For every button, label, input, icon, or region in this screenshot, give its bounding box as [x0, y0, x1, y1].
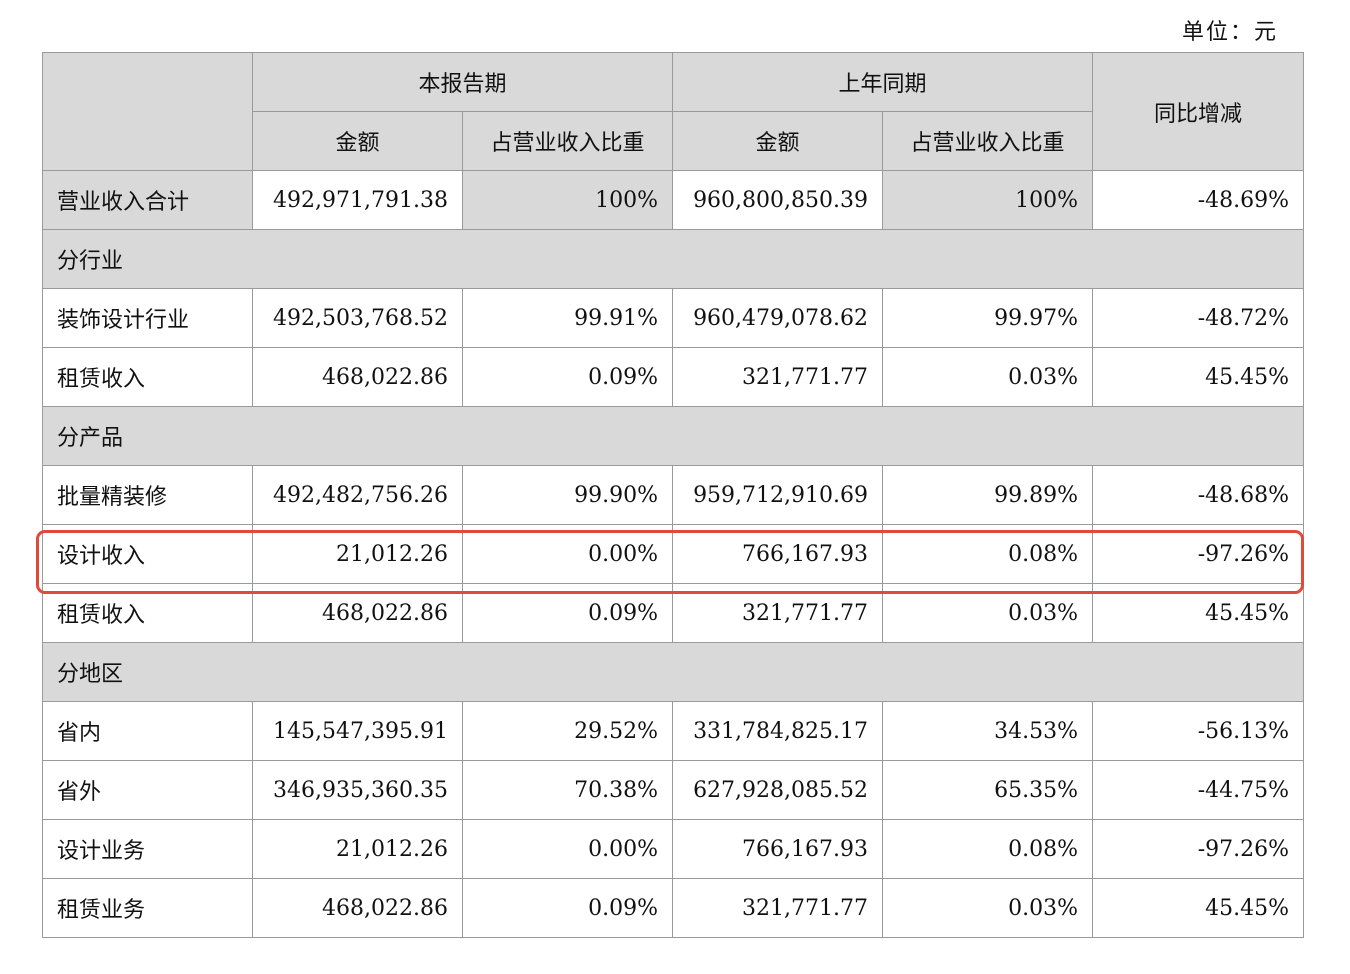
row-label: 设计收入	[42, 524, 253, 584]
section-title: 分行业	[41, 229, 1305, 289]
header-current-share: 占营业收入比重	[461, 111, 674, 171]
total-prev-amount: 960,800,850.39	[672, 170, 884, 230]
header-prior-amount: 金额	[672, 111, 884, 171]
row-yoy: -48.72%	[1092, 288, 1305, 348]
header-current-period: 本报告期	[251, 52, 674, 112]
row-yoy: 45.45%	[1092, 347, 1305, 407]
row-cur-share: 29.52%	[461, 701, 674, 761]
row-cur-amount: 492,503,768.52	[252, 288, 463, 348]
unit-label: 单位：元	[1181, 20, 1278, 45]
row-prev-amount: 331,784,825.17	[672, 701, 884, 761]
row-prev-share: 0.08%	[882, 524, 1094, 584]
total-row: 营业收入合计 492,971,791.38 100% 960,800,850.3…	[42, 170, 1305, 230]
row-prev-share: 34.53%	[882, 701, 1094, 761]
total-prev-share: 100%	[882, 170, 1094, 230]
row-prev-share: 0.03%	[882, 878, 1094, 938]
table-row: 装饰设计行业 492,503,768.52 99.91% 960,479,078…	[42, 288, 1305, 348]
row-prev-amount: 321,771.77	[672, 347, 884, 407]
row-label: 租赁收入	[42, 347, 253, 407]
header-prior-period: 上年同期	[672, 52, 1094, 112]
row-cur-share: 0.09%	[461, 878, 674, 938]
table-row: 设计业务 21,012.26 0.00% 766,167.93 0.08% -9…	[42, 819, 1305, 879]
table-row: 租赁业务 468,022.86 0.09% 321,771.77 0.03% 4…	[42, 878, 1305, 938]
row-prev-amount: 959,712,910.69	[672, 465, 884, 525]
row-prev-share: 0.08%	[882, 819, 1094, 879]
row-yoy: -97.26%	[1092, 819, 1305, 879]
row-prev-amount: 766,167.93	[672, 819, 884, 879]
row-cur-share: 0.09%	[461, 583, 674, 643]
row-label: 租赁收入	[42, 583, 253, 643]
table-row: 批量精装修 492,482,756.26 99.90% 959,712,910.…	[42, 465, 1305, 525]
row-cur-share: 99.91%	[461, 288, 674, 348]
revenue-breakdown-table: 本报告期 上年同期 同比增减 金额 占营业收入比重 金额 占营业收入比重 营业收…	[41, 52, 1305, 938]
row-yoy: 45.45%	[1092, 878, 1305, 938]
row-cur-amount: 346,935,360.35	[252, 760, 463, 820]
row-cur-share: 0.09%	[461, 347, 674, 407]
row-prev-amount: 766,167.93	[672, 524, 884, 584]
row-prev-amount: 321,771.77	[672, 583, 884, 643]
row-yoy: 45.45%	[1092, 583, 1305, 643]
header-prior-share: 占营业收入比重	[882, 111, 1094, 171]
row-prev-share: 0.03%	[882, 347, 1094, 407]
row-prev-share: 65.35%	[882, 760, 1094, 820]
row-cur-amount: 468,022.86	[252, 347, 463, 407]
section-header-row: 分地区	[41, 642, 1305, 702]
row-cur-share: 0.00%	[461, 819, 674, 879]
header-current-amount: 金额	[252, 111, 463, 171]
row-cur-share: 99.90%	[461, 465, 674, 525]
row-prev-share: 0.03%	[882, 583, 1094, 643]
row-yoy: -97.26%	[1092, 524, 1305, 584]
section-title: 分地区	[41, 642, 1305, 702]
row-yoy: -48.68%	[1092, 465, 1305, 525]
section-header-row: 分产品	[41, 406, 1305, 466]
row-prev-amount: 627,928,085.52	[672, 760, 884, 820]
row-prev-amount: 321,771.77	[672, 878, 884, 938]
row-cur-amount: 468,022.86	[252, 878, 463, 938]
row-label: 装饰设计行业	[42, 288, 253, 348]
row-label: 省内	[42, 701, 253, 761]
header-yoy-change: 同比增减	[1092, 52, 1305, 171]
row-cur-amount: 21,012.26	[252, 524, 463, 584]
row-cur-amount: 492,482,756.26	[252, 465, 463, 525]
row-label: 批量精装修	[42, 465, 253, 525]
table-row: 省外 346,935,360.35 70.38% 627,928,085.52 …	[42, 760, 1305, 820]
total-cur-amount: 492,971,791.38	[252, 170, 463, 230]
table-row-highlighted: 设计收入 21,012.26 0.00% 766,167.93 0.08% -9…	[42, 524, 1305, 584]
total-label: 营业收入合计	[42, 170, 253, 230]
table-row: 租赁收入 468,022.86 0.09% 321,771.77 0.03% 4…	[42, 583, 1305, 643]
row-label: 省外	[42, 760, 253, 820]
row-cur-amount: 21,012.26	[252, 819, 463, 879]
header-row-1: 本报告期 上年同期 同比增减	[42, 52, 1305, 171]
section-title: 分产品	[41, 406, 1305, 466]
table-row: 省内 145,547,395.91 29.52% 331,784,825.17 …	[42, 701, 1305, 761]
row-yoy: -56.13%	[1092, 701, 1305, 761]
row-prev-share: 99.89%	[882, 465, 1094, 525]
row-cur-amount: 145,547,395.91	[252, 701, 463, 761]
row-label: 设计业务	[42, 819, 253, 879]
row-yoy: -44.75%	[1092, 760, 1305, 820]
total-cur-share: 100%	[461, 170, 674, 230]
table-row: 租赁收入 468,022.86 0.09% 321,771.77 0.03% 4…	[42, 347, 1305, 407]
row-cur-share: 0.00%	[461, 524, 674, 584]
row-prev-share: 99.97%	[882, 288, 1094, 348]
header-blank-cell	[42, 52, 253, 171]
total-yoy: -48.69%	[1092, 170, 1305, 230]
header-row-2: 金额 占营业收入比重 金额 占营业收入比重	[43, 111, 1304, 171]
row-label: 租赁业务	[42, 878, 253, 938]
row-cur-amount: 468,022.86	[252, 583, 463, 643]
row-cur-share: 70.38%	[461, 760, 674, 820]
row-prev-amount: 960,479,078.62	[672, 288, 884, 348]
section-header-row: 分行业	[41, 229, 1305, 289]
